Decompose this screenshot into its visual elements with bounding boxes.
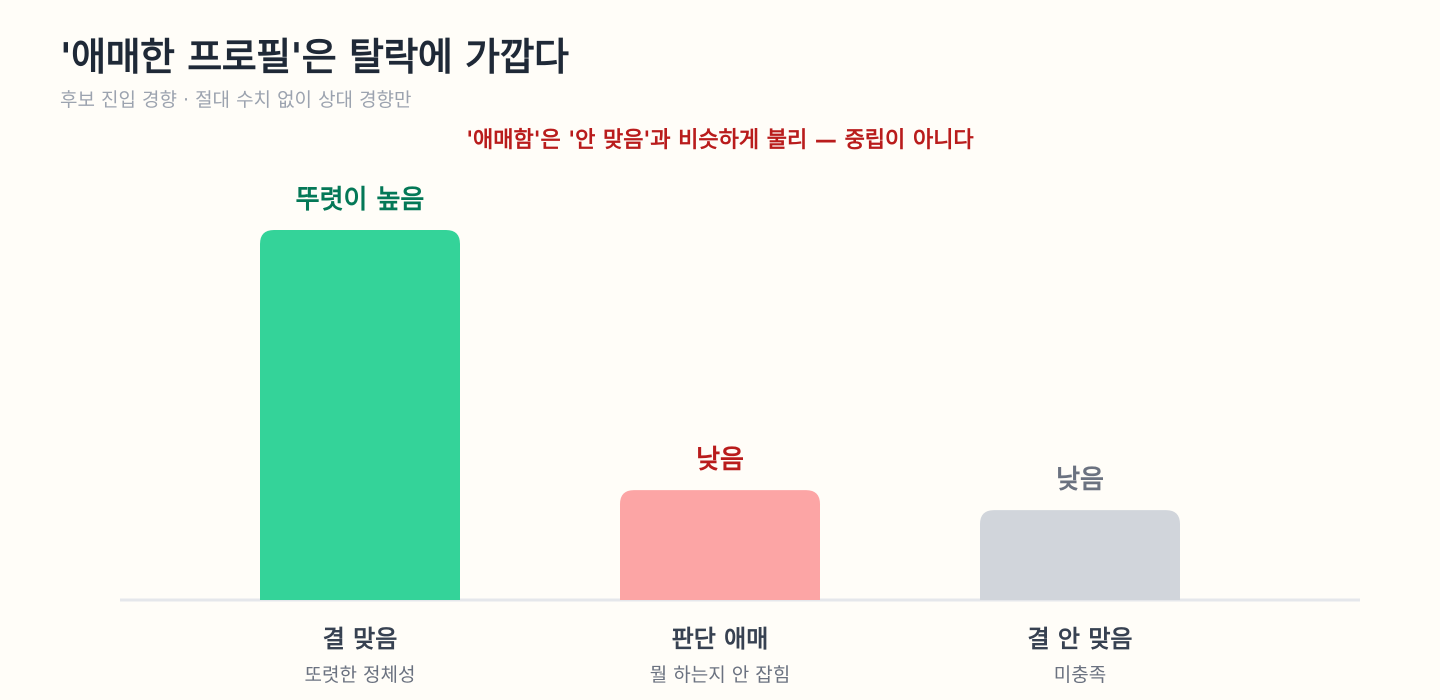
bar-1 (620, 490, 820, 600)
category-label-0: 결 맞음 (323, 625, 398, 653)
bar-2 (980, 510, 1180, 600)
value-label-0: 뚜렷이 높음 (296, 185, 425, 215)
bar-0 (260, 230, 460, 600)
category-description-0: 또렷한 정체성 (305, 664, 416, 686)
chart-subtitle: 후보 진입 경향 · 절대 수치 없이 상대 경향만 (60, 89, 412, 111)
chart-annotation: '애매함'은 '안 맞음'과 비슷하게 불리 — 중립이 아니다 (466, 128, 974, 153)
value-label-1: 낮음 (696, 445, 744, 475)
category-description-1: 뭘 하는지 안 잡힘 (650, 664, 790, 686)
category-label-2: 결 안 맞음 (1027, 625, 1132, 653)
category-description-2: 미충족 (1054, 664, 1106, 686)
chart-title: '애매한 프로필'은 탈락에 가깝다 (60, 35, 569, 79)
value-label-2: 낮음 (1056, 465, 1104, 495)
category-label-1: 판단 애매 (672, 625, 769, 653)
